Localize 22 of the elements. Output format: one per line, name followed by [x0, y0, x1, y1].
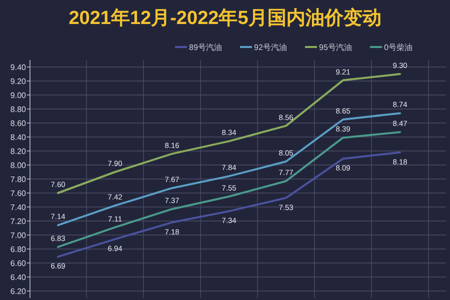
- y-tick-label: 7.00: [10, 231, 27, 240]
- legend-label: 89号汽油: [189, 43, 222, 52]
- y-tick-label: 6.80: [10, 245, 27, 254]
- legend-label: 0号柴油: [384, 43, 412, 52]
- y-tick-label: 8.00: [10, 161, 27, 170]
- y-tick-label: 7.60: [10, 189, 27, 198]
- y-tick-label: 6.60: [10, 259, 27, 268]
- y-tick-label: 8.40: [10, 133, 27, 142]
- y-tick-label: 9.00: [10, 91, 27, 100]
- legend-label: 95号汽油: [319, 43, 352, 52]
- y-tick-label: 8.80: [10, 105, 27, 114]
- y-tick-label: 6.20: [10, 287, 27, 296]
- y-tick-label: 9.20: [10, 77, 27, 86]
- y-tick-label: 7.40: [10, 203, 27, 212]
- legend-label: 92号汽油: [254, 43, 287, 52]
- y-tick-label: 8.20: [10, 147, 27, 156]
- y-tick-label: 8.60: [10, 119, 27, 128]
- chart-title: 2021年12月-2022年5月国内油价变动: [68, 7, 382, 29]
- y-tick-label: 9.40: [10, 63, 27, 72]
- y-tick-label: 6.40: [10, 273, 27, 282]
- y-tick-label: 7.80: [10, 175, 27, 184]
- y-tick-label: 7.20: [10, 217, 27, 226]
